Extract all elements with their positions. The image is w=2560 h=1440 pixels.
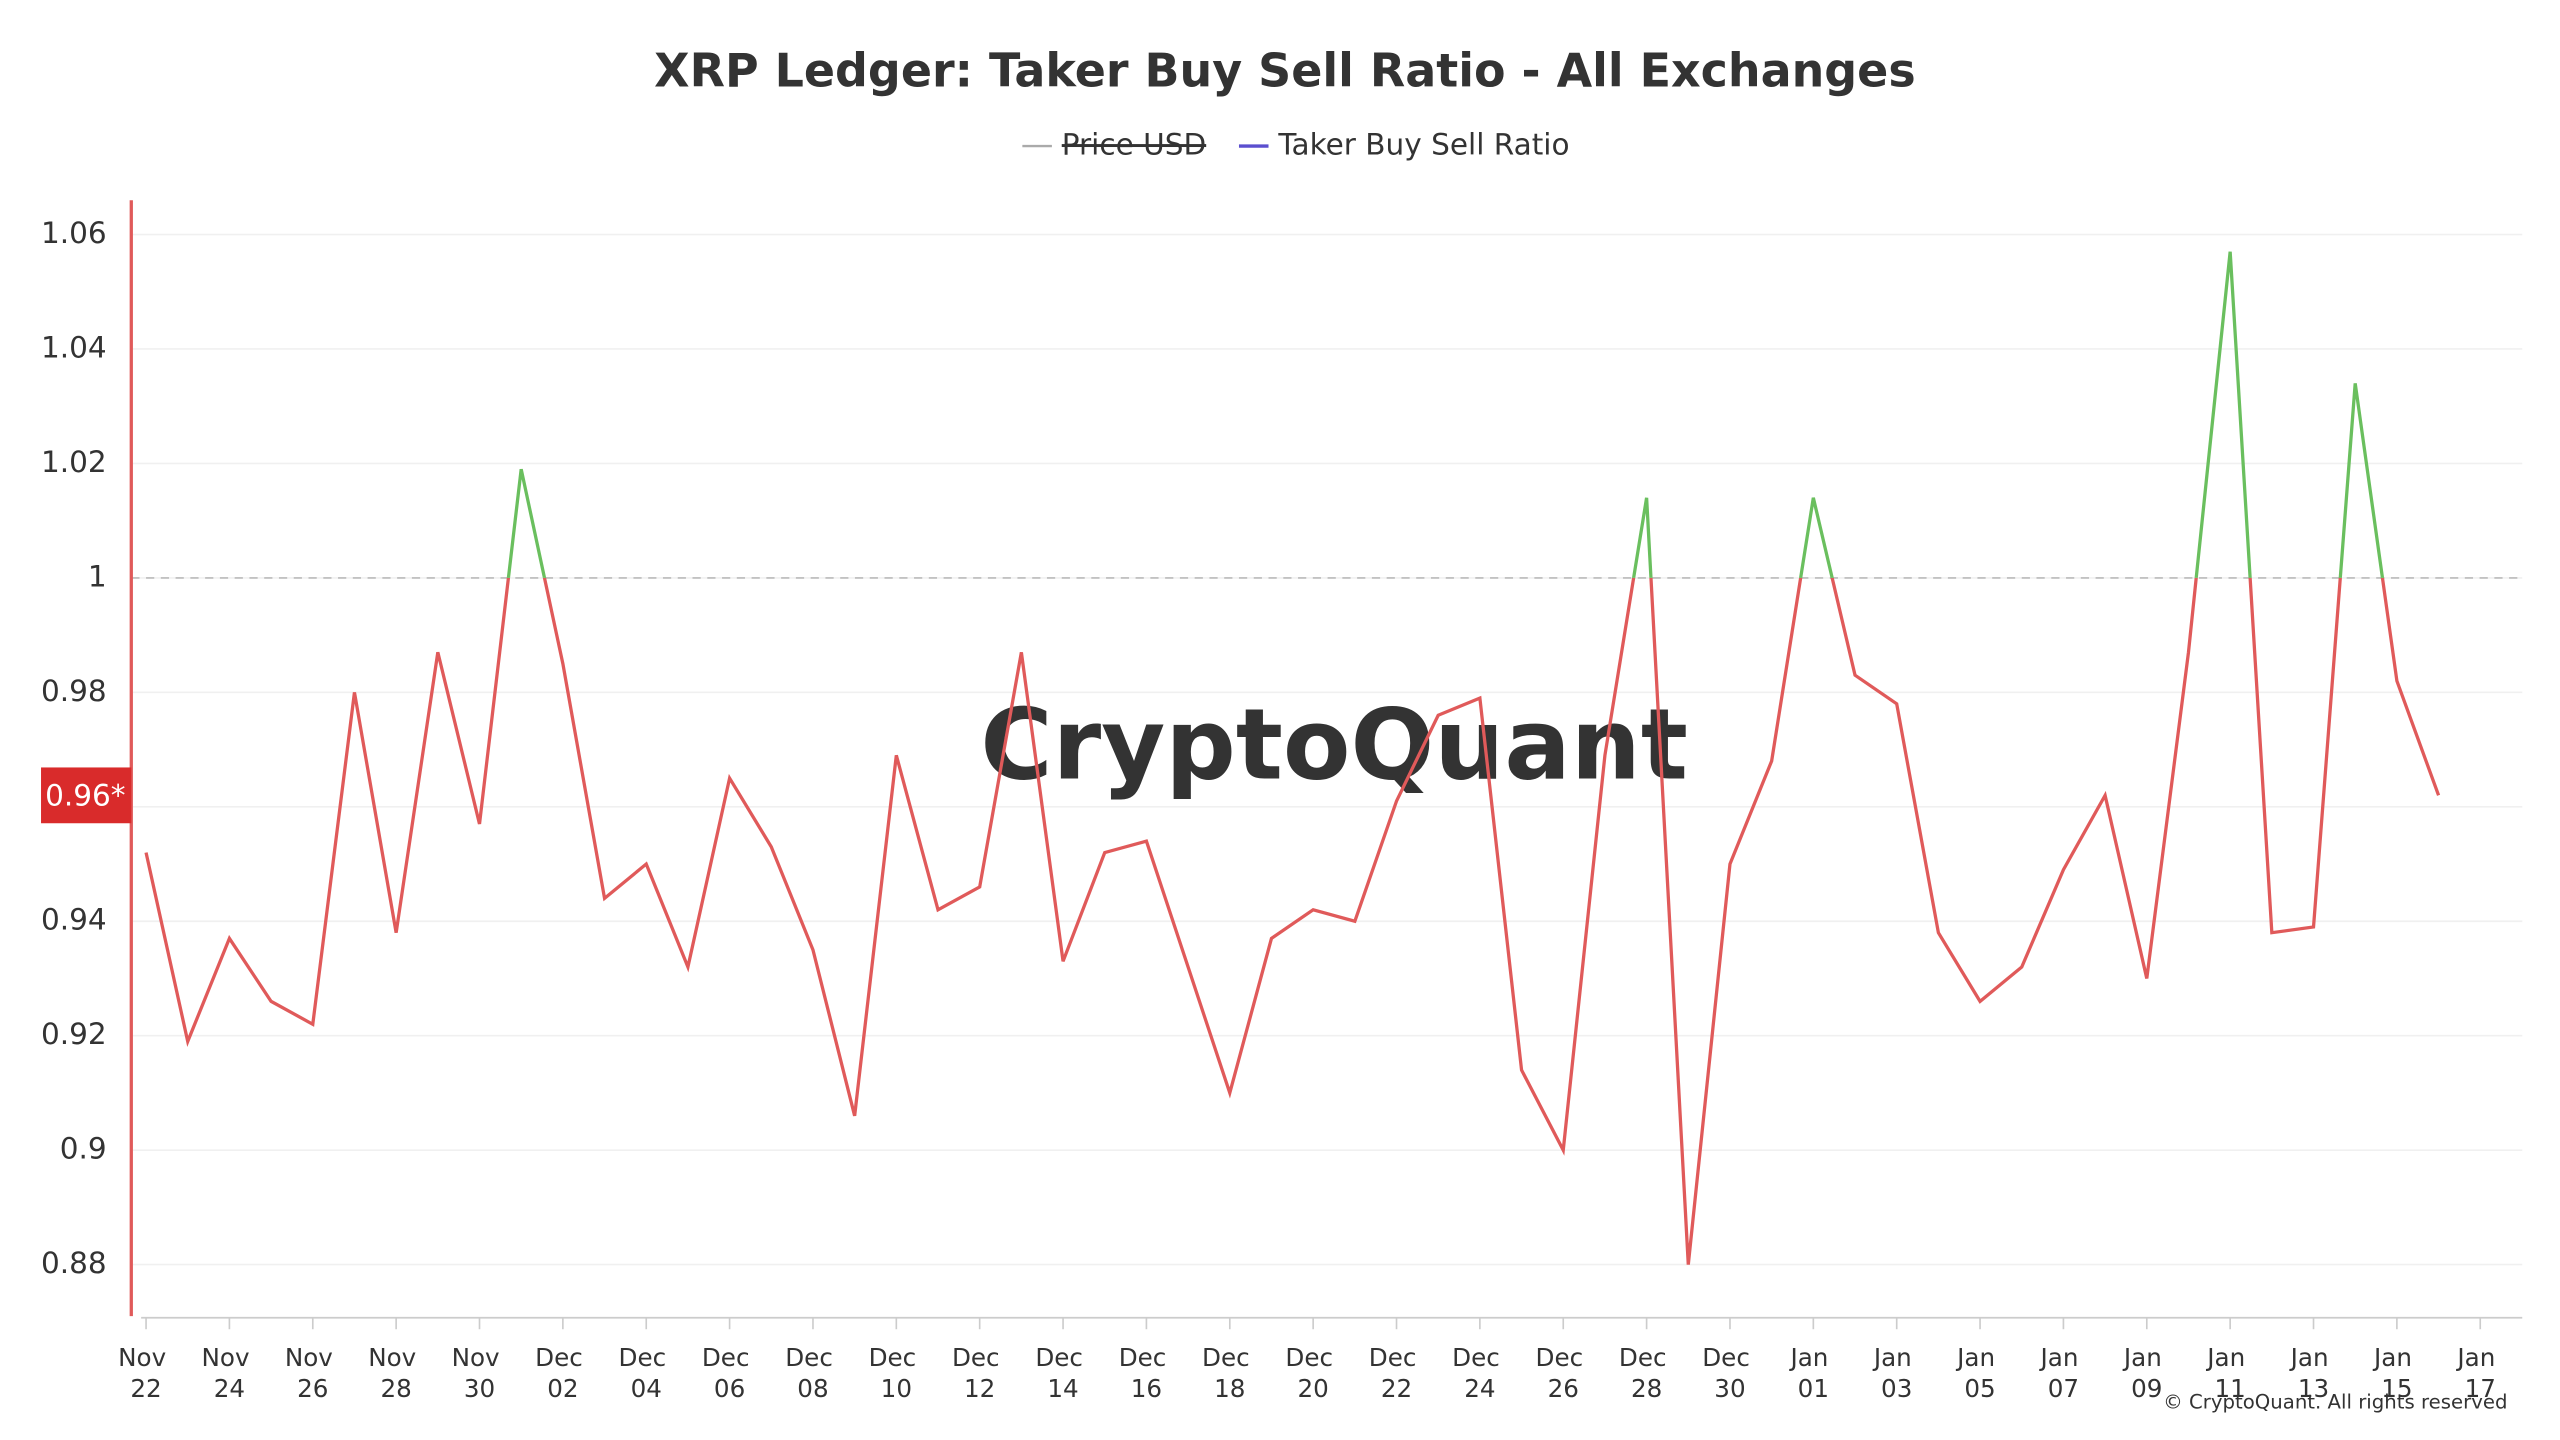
x-tick-label: Dec 28 — [1619, 1343, 1674, 1403]
data-line — [144, 577, 2441, 1265]
y-tick-label: 0.9 — [60, 1132, 107, 1166]
x-tick-label: Dec 08 — [785, 1343, 840, 1403]
chart-title: XRP Ledger: Taker Buy Sell Ratio - All E… — [654, 43, 1916, 97]
x-tick-label: Jan 05 — [1955, 1343, 2003, 1403]
y-tick-label: 0.98 — [41, 674, 107, 708]
x-tick-label: Jan 17 — [2455, 1343, 2503, 1403]
current-label: 0.96* — [45, 778, 125, 812]
x-tick-label: Jan 15 — [2372, 1343, 2420, 1403]
x-tick-label: Dec 16 — [1119, 1343, 1174, 1403]
y-tick-label: 1.06 — [41, 216, 107, 250]
x-tick-label: Nov 28 — [368, 1343, 424, 1403]
x-tick-label: Dec 18 — [1202, 1343, 1257, 1403]
y-tick-label: 1.04 — [41, 330, 107, 364]
x-tick-label: Jan 09 — [2122, 1343, 2170, 1403]
x-tick-label: Dec 26 — [1536, 1343, 1591, 1403]
x-tick-label: Dec 02 — [535, 1343, 590, 1403]
x-tick-label: Dec 06 — [702, 1343, 757, 1403]
x-tick-label: Dec 22 — [1369, 1343, 1424, 1403]
x-tick-label: Nov 26 — [285, 1343, 341, 1403]
data-line — [506, 251, 2385, 578]
x-tick-label: Nov 24 — [201, 1343, 257, 1403]
x-tick-label: Jan 07 — [2039, 1343, 2087, 1403]
copyright: © CryptoQuant. All rights reserved — [2163, 1391, 2507, 1414]
x-tick-label: Nov 30 — [452, 1343, 508, 1403]
x-tick-label: Dec 20 — [1285, 1343, 1340, 1403]
x-tick-label: Jan 11 — [2205, 1343, 2253, 1403]
y-tick-label: 0.94 — [41, 903, 107, 937]
x-tick-label: Jan 13 — [2289, 1343, 2337, 1403]
x-tick-label: Dec 10 — [869, 1343, 924, 1403]
watermark: CryptoQuant — [980, 688, 1688, 802]
x-tick-label: Dec 30 — [1702, 1343, 1757, 1403]
y-tick-label: 1 — [88, 559, 107, 593]
y-tick-label: 0.92 — [41, 1017, 107, 1051]
legend-label[interactable]: Taker Buy Sell Ratio — [1277, 128, 1569, 162]
x-tick-label: Dec 24 — [1452, 1343, 1507, 1403]
x-tick-label: Nov 22 — [118, 1343, 174, 1403]
y-tick-label: 1.02 — [41, 445, 107, 479]
x-tick-label: Dec 04 — [619, 1343, 674, 1403]
current-badge — [41, 767, 132, 824]
x-tick-label: Jan 01 — [1788, 1343, 1836, 1403]
x-tick-label: Jan 03 — [1872, 1343, 1920, 1403]
x-tick-label: Dec 14 — [1035, 1343, 1090, 1403]
y-tick-label: 0.88 — [41, 1246, 107, 1280]
x-tick-label: Dec 12 — [952, 1343, 1007, 1403]
legend-label[interactable]: Price USD — [1062, 128, 1206, 162]
